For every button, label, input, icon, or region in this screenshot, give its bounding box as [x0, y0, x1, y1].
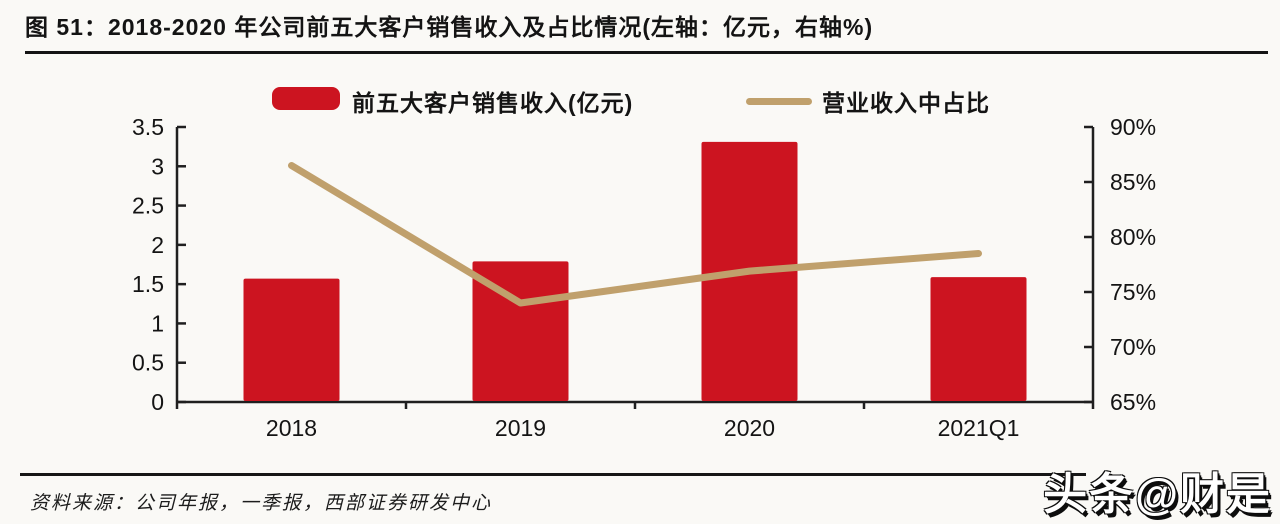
chart-title: 图 51：2018-2020 年公司前五大客户销售收入及占比情况(左轴：亿元，右…	[25, 14, 874, 40]
footer-divider	[20, 473, 1086, 476]
bar-2021Q1	[930, 277, 1027, 401]
legend-line-swatch	[746, 98, 812, 105]
chart-plot-area: 0 0.5 1 1.5 2 2.5 3 3.5 65% 70% 75% 80% 85% 90% 2018 20…	[132, 114, 1156, 441]
left-axis-tick-label: 1	[151, 310, 164, 336]
legend-line-label: 营业收入中占比	[822, 90, 990, 116]
right-axis-tick-label: 90%	[1110, 114, 1156, 140]
left-axis-tick-label: 1.5	[132, 271, 164, 297]
left-axis-tick-label: 3	[151, 153, 164, 179]
category-label-2021Q1: 2021Q1	[938, 415, 1020, 441]
left-axis-tick-label: 0.5	[132, 350, 164, 376]
right-axis-tick-label: 65%	[1110, 389, 1156, 415]
watermark-toutiao: 头条@财是	[1043, 470, 1272, 519]
title-divider	[25, 51, 1268, 54]
right-axis-tick-label: 75%	[1110, 279, 1156, 305]
category-label-2020: 2020	[724, 415, 775, 441]
category-label-2019: 2019	[495, 415, 546, 441]
legend-bar-label: 前五大客户销售收入(亿元)	[352, 90, 634, 116]
source-note: 资料来源：公司年报，一季报，西部证券研发中心	[30, 493, 493, 514]
category-label-2018: 2018	[266, 415, 317, 441]
right-axis-tick-label: 70%	[1110, 334, 1156, 360]
left-axis-tick-label: 0	[151, 389, 164, 415]
bar-2018	[243, 278, 340, 401]
right-axis-tick-label: 85%	[1110, 169, 1156, 195]
right-axis-tick-label: 80%	[1110, 224, 1156, 250]
left-axis-tick-label: 2.5	[132, 193, 164, 219]
legend-bar-swatch	[272, 87, 340, 110]
left-axis-tick-label: 3.5	[132, 114, 164, 140]
ratio-line	[288, 162, 982, 307]
left-axis-tick-label: 2	[151, 232, 164, 258]
